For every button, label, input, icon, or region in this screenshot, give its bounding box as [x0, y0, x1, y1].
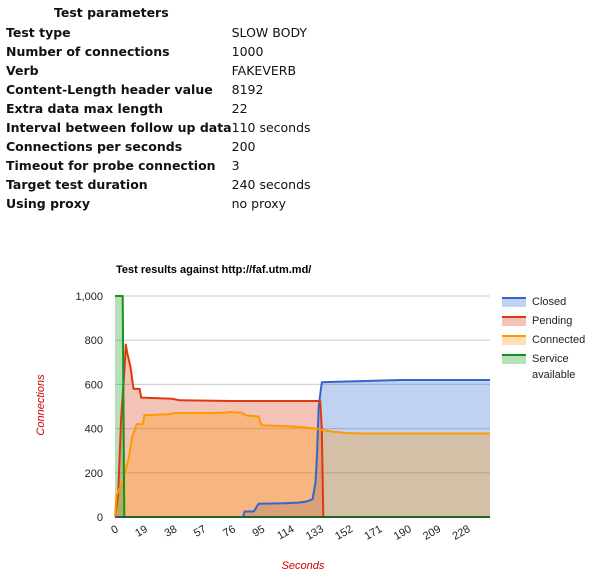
param-value: 240 seconds — [231, 177, 311, 192]
params-title: Test parameters — [54, 5, 169, 20]
chart-areas — [115, 296, 490, 517]
y-tick-label: 200 — [85, 468, 103, 480]
x-tick-label: 0 — [109, 523, 120, 536]
param-row: Connections per seconds 200 — [6, 137, 311, 156]
y-tick-labels: 0 200 400 600 800 1,000 — [75, 291, 103, 524]
x-tick-label: 114 — [275, 523, 296, 542]
x-tick-labels: 0 19 38 57 76 95 114 133 152 171 190 209 228 — [109, 523, 472, 543]
x-tick-label: 171 — [362, 523, 384, 543]
param-value: 22 — [231, 101, 248, 116]
param-key: Target test duration — [6, 177, 148, 192]
legend-label: Pending — [532, 315, 572, 327]
param-value: 1000 — [231, 44, 264, 59]
y-tick-label: 800 — [85, 335, 103, 347]
x-tick-label: 19 — [133, 523, 150, 540]
param-row: Timeout for probe connection 3 — [6, 156, 311, 175]
param-row: Using proxy no proxy — [6, 194, 311, 213]
param-row: Extra data max length 22 — [6, 99, 311, 118]
legend-swatch — [502, 355, 526, 364]
param-key: Extra data max length — [6, 101, 164, 116]
param-value: 110 seconds — [231, 120, 311, 135]
legend-label-line: Service — [532, 353, 569, 365]
legend-swatch — [502, 298, 526, 307]
param-key: Verb — [6, 63, 39, 78]
x-tick-label: 76 — [221, 523, 238, 540]
line-closed — [115, 378, 490, 518]
chart-grid — [115, 295, 490, 474]
legend-label: Closed — [532, 296, 566, 308]
chart-legend: Closed Pending Connected Service available — [502, 296, 585, 381]
param-row: Interval between follow up data 110 secon… — [6, 118, 311, 137]
legend-label: Connected — [532, 334, 585, 346]
legend-swatch — [502, 336, 526, 345]
x-tick-label: 95 — [250, 523, 267, 540]
x-tick-label: 38 — [163, 523, 180, 540]
y-tick-label: 600 — [85, 379, 103, 391]
param-key: Connections per seconds — [6, 139, 183, 154]
y-tick-label: 400 — [85, 424, 103, 436]
param-row: Content-Length header value 8192 — [6, 80, 311, 99]
param-value: SLOW BODY — [231, 25, 308, 40]
chart-title: Test results against http://faf.utm.md/ — [116, 264, 311, 276]
y-axis-title: Connections — [35, 374, 47, 436]
area-closed — [115, 379, 490, 517]
param-value: FAKEVERB — [231, 63, 297, 78]
legend-label: Service available — [532, 353, 575, 381]
param-key: Interval between follow up data — [6, 120, 232, 135]
param-key: Test type — [6, 25, 71, 40]
results-chart: Test results against http://faf.utm.md/ … — [35, 264, 585, 572]
param-value: no proxy — [231, 196, 287, 211]
x-tick-label: 57 — [192, 523, 209, 540]
x-tick-label: 133 — [304, 523, 326, 543]
x-axis-title: Seconds — [282, 560, 325, 572]
x-tick-label: 228 — [450, 523, 472, 543]
param-value: 3 — [231, 158, 240, 173]
param-row: Number of connections 1000 — [6, 42, 311, 61]
param-key: Content-Length header value — [6, 82, 213, 97]
area-pending — [115, 344, 490, 517]
param-value: 200 — [231, 139, 256, 154]
param-key: Timeout for probe connection — [6, 158, 216, 173]
x-tick-label: 152 — [333, 523, 355, 543]
param-row: Verb FAKEVERB — [6, 61, 311, 80]
y-tick-label: 1,000 — [75, 291, 103, 303]
x-tick-label: 190 — [392, 523, 414, 543]
param-row: Target test duration 240 seconds — [6, 175, 311, 194]
param-value: 8192 — [231, 82, 264, 97]
line-connected — [114, 411, 490, 518]
legend-label-line: available — [532, 369, 575, 381]
params-table: Test type SLOW BODY Number of connections 1… — [6, 23, 311, 213]
y-tick-label: 0 — [97, 512, 103, 524]
param-key: Number of connections — [6, 44, 170, 59]
legend-swatch — [502, 317, 526, 326]
x-tick-label: 209 — [421, 523, 443, 543]
param-key: Using proxy — [6, 196, 90, 211]
area-connected — [115, 412, 490, 517]
param-row: Test type SLOW BODY — [6, 23, 311, 42]
